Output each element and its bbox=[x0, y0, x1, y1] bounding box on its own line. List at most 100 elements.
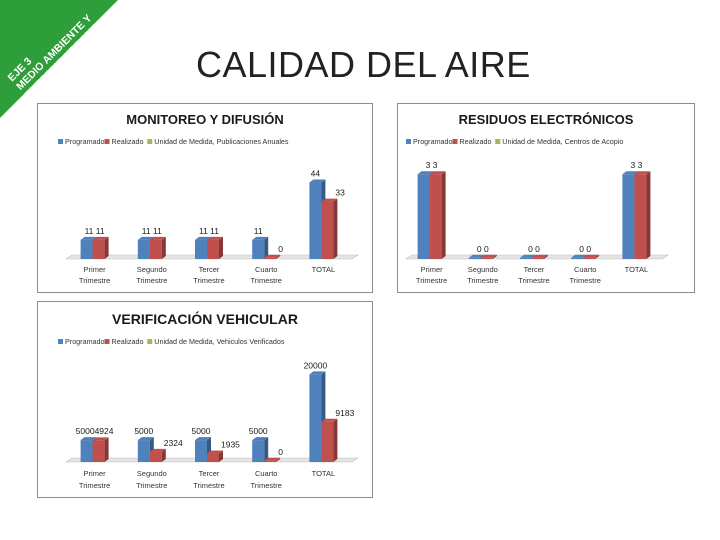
bar-front bbox=[92, 239, 105, 259]
bar-side bbox=[219, 450, 223, 462]
bar-side bbox=[264, 236, 269, 259]
legend-swatch-2 bbox=[147, 339, 153, 344]
legend-swatch-2 bbox=[147, 139, 153, 144]
bar-top bbox=[532, 254, 548, 258]
bar-front bbox=[309, 182, 322, 259]
bar-top bbox=[252, 236, 269, 240]
bar-0-cat-3 bbox=[252, 236, 269, 259]
x-tick-label-1: Segundo bbox=[137, 469, 167, 478]
bar-1-cat-2 bbox=[207, 450, 223, 462]
bar-side bbox=[219, 236, 223, 259]
bar-top bbox=[195, 437, 211, 441]
bar-top bbox=[264, 457, 281, 461]
data-label-5: 44 bbox=[311, 168, 321, 178]
x-tick-label-1-b: Trimestre bbox=[467, 276, 498, 285]
bar-side bbox=[333, 418, 338, 462]
x-tick-label-4: TOTAL bbox=[312, 469, 335, 478]
data-label-0: 3 3 bbox=[426, 160, 438, 170]
data-label-8: 9183 bbox=[335, 408, 354, 418]
legend-label-2: Unidad de Medida, Centros de Acopio bbox=[502, 137, 623, 146]
bar-front bbox=[195, 440, 207, 462]
bar-top bbox=[92, 236, 109, 240]
bar-1-cat-3 bbox=[583, 254, 600, 259]
data-label-7: 20000 bbox=[304, 360, 328, 370]
bar-side bbox=[104, 437, 109, 462]
bar-top bbox=[583, 254, 600, 258]
bar-front bbox=[137, 239, 150, 259]
bar-front bbox=[520, 257, 532, 259]
legend-label-0: Programado bbox=[65, 337, 105, 346]
bar-side bbox=[333, 198, 338, 259]
legend-swatch-1 bbox=[104, 139, 110, 144]
legend-swatch-1 bbox=[104, 339, 110, 344]
bar-top bbox=[137, 437, 154, 441]
bar-top bbox=[80, 236, 97, 240]
data-label-0: 50004924 bbox=[76, 426, 114, 436]
bar-side bbox=[441, 171, 446, 259]
legend-swatch-1 bbox=[452, 139, 458, 144]
x-tick-label-3: Cuarto bbox=[255, 265, 278, 274]
bar-top bbox=[80, 437, 97, 441]
bar-front bbox=[80, 239, 93, 259]
bar-top bbox=[321, 418, 338, 422]
x-tick-label-3: Cuarto bbox=[574, 265, 597, 274]
x-tick-label-0: Primer bbox=[421, 265, 444, 274]
bar-top bbox=[417, 171, 434, 175]
x-tick-label-1-b: Trimestre bbox=[136, 276, 167, 285]
bar-side bbox=[161, 448, 166, 462]
bar-1-cat-0 bbox=[92, 437, 109, 462]
bar-front bbox=[309, 374, 322, 462]
x-tick-label-3-b: Trimestre bbox=[251, 481, 282, 490]
legend-label-1: Realizado bbox=[460, 137, 492, 146]
bar-front bbox=[321, 421, 334, 462]
x-tick-label-3-b: Trimestre bbox=[251, 276, 282, 285]
x-tick-label-4: TOTAL bbox=[625, 265, 648, 274]
legend-label-0: Programado bbox=[413, 137, 453, 146]
bar-front bbox=[252, 440, 265, 462]
legend-swatch-0 bbox=[406, 139, 411, 144]
bar-front bbox=[480, 257, 493, 259]
legend-swatch-2 bbox=[495, 139, 501, 144]
bar-front bbox=[252, 239, 265, 259]
bar-1-cat-2 bbox=[532, 254, 548, 259]
chart-panel-monitoreo: MONITOREO Y DIFUSIÓN Programado Realizado U… bbox=[37, 103, 373, 293]
legend-swatch-0 bbox=[58, 339, 63, 344]
x-tick-label-2-b: Trimestre bbox=[193, 481, 224, 490]
data-label-3: 0 0 bbox=[579, 244, 591, 254]
bar-front bbox=[207, 453, 219, 462]
bar-0-cat-3 bbox=[252, 437, 269, 462]
bar-side bbox=[161, 236, 166, 259]
chart-monitoreo: MONITOREO Y DIFUSIÓN Programado Realizado U… bbox=[58, 112, 359, 285]
bar-top bbox=[309, 371, 326, 375]
bar-front bbox=[80, 440, 93, 462]
x-tick-label-0-b: Trimestre bbox=[416, 276, 447, 285]
data-label-4: 0 bbox=[278, 244, 283, 254]
bar-1-cat-4 bbox=[321, 198, 338, 259]
bar-side bbox=[595, 254, 600, 259]
x-tick-label-0-b: Trimestre bbox=[79, 276, 110, 285]
bar-top bbox=[149, 236, 166, 240]
bar-top bbox=[634, 171, 651, 175]
bar-top bbox=[207, 236, 223, 240]
x-tick-label-2: Tercer bbox=[524, 265, 545, 274]
bar-front bbox=[321, 201, 334, 259]
corner-ribbon-shape bbox=[0, 0, 118, 118]
x-tick-label-4: TOTAL bbox=[312, 265, 335, 274]
x-tick-label-2: Tercer bbox=[199, 469, 220, 478]
bar-front bbox=[264, 257, 277, 259]
bar-front bbox=[137, 440, 150, 462]
data-label-1: 5000 bbox=[134, 426, 153, 436]
bar-1-cat-4 bbox=[634, 171, 651, 259]
legend-label-1: Realizado bbox=[112, 137, 144, 146]
data-label-3: 11 bbox=[254, 226, 263, 236]
bar-top bbox=[252, 437, 269, 441]
data-label-3: 5000 bbox=[192, 426, 211, 436]
bar-front bbox=[583, 257, 596, 259]
legend-label-1: Realizado bbox=[112, 337, 144, 346]
bar-top bbox=[137, 236, 154, 240]
x-tick-label-0-b: Trimestre bbox=[79, 481, 110, 490]
page-title: CALIDAD DEL AIRE bbox=[196, 44, 531, 85]
legend-label-0: Programado bbox=[65, 137, 105, 146]
legend-label-2: Unidad de Medida, Vehiculos Verificados bbox=[154, 337, 285, 346]
bar-top bbox=[264, 254, 281, 258]
